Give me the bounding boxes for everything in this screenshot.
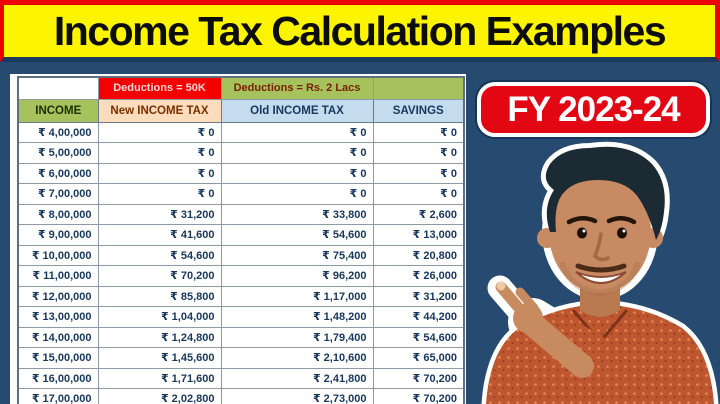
- page-title: Income Tax Calculation Examples: [53, 7, 667, 54]
- table-cell: ₹ 1,04,000: [97, 306, 222, 328]
- table-body: ₹ 4,00,000 ₹ 0 ₹ 0 ₹ 0 ₹ 5,00,000 ₹ 0 ₹ 0 ₹ 0 ₹ …: [17, 121, 465, 404]
- table-cell: ₹ 54,600: [97, 244, 222, 266]
- spreadsheet: Deductions = 50K Deductions = Rs. 2 Lacs…: [10, 74, 466, 404]
- table-cell: ₹ 54,600: [220, 224, 374, 246]
- table-cell: ₹ 0: [220, 121, 374, 143]
- table-cell: ₹ 0: [97, 162, 222, 184]
- table-cell: ₹ 70,200: [372, 367, 465, 389]
- tax-table: Deductions = 50K Deductions = Rs. 2 Lacs…: [17, 76, 465, 404]
- table-cell: ₹ 1,48,200: [220, 306, 374, 328]
- table-cell: ₹ 31,200: [97, 203, 222, 225]
- table-row: ₹ 17,00,000 ₹ 2,02,800 ₹ 2,73,000 ₹ 70,200: [17, 388, 465, 404]
- table-cell: ₹ 14,00,000: [17, 326, 99, 348]
- table-row: ₹ 10,00,000 ₹ 54,600 ₹ 75,400 ₹ 20,800: [17, 244, 465, 266]
- table-cell: ₹ 2,73,000: [220, 388, 374, 404]
- blank-cell: [17, 76, 99, 100]
- table-cell: ₹ 0: [97, 142, 222, 164]
- table-cell: ₹ 13,000: [372, 224, 465, 246]
- table-cell: ₹ 0: [97, 121, 222, 143]
- title-banner: Income Tax Calculation Examples: [0, 0, 720, 62]
- table-cell: ₹ 2,600: [372, 203, 465, 225]
- table-cell: ₹ 0: [220, 142, 374, 164]
- table-cell: ₹ 1,17,000: [220, 285, 374, 307]
- table-cell: ₹ 1,24,800: [97, 326, 222, 348]
- table-cell: ₹ 0: [220, 162, 374, 184]
- table-cell: ₹ 0: [372, 162, 465, 184]
- table-row: ₹ 6,00,000 ₹ 0 ₹ 0 ₹ 0: [17, 162, 465, 184]
- table-cell: ₹ 7,00,000: [17, 183, 99, 205]
- table-cell: ₹ 1,45,600: [97, 347, 222, 369]
- table-cell: ₹ 6,00,000: [17, 162, 99, 184]
- deductions-new-cell: Deductions = 50K: [97, 76, 222, 100]
- table-row: ₹ 9,00,000 ₹ 41,600 ₹ 54,600 ₹ 13,000: [17, 224, 465, 246]
- table-cell: ₹ 15,00,000: [17, 347, 99, 369]
- fy-badge: FY 2023-24: [477, 82, 710, 137]
- table-cell: ₹ 13,00,000: [17, 306, 99, 328]
- table-cell: ₹ 1,79,400: [220, 326, 374, 348]
- table-row: ₹ 15,00,000 ₹ 1,45,600 ₹ 2,10,600 ₹ 65,000: [17, 347, 465, 369]
- table-cell: ₹ 5,00,000: [17, 142, 99, 164]
- table-cell: ₹ 0: [220, 183, 374, 205]
- table-cell: ₹ 4,00,000: [17, 121, 99, 143]
- table-cell: ₹ 11,00,000: [17, 265, 99, 287]
- table-row: ₹ 13,00,000 ₹ 1,04,000 ₹ 1,48,200 ₹ 44,200: [17, 306, 465, 328]
- table-cell: ₹ 41,600: [97, 224, 222, 246]
- table-cell: ₹ 96,200: [220, 265, 374, 287]
- table-cell: ₹ 0: [372, 142, 465, 164]
- table-cell: ₹ 0: [97, 183, 222, 205]
- table-cell: ₹ 0: [372, 121, 465, 143]
- table-row: ₹ 11,00,000 ₹ 70,200 ₹ 96,200 ₹ 26,000: [17, 265, 465, 287]
- table-cell: ₹ 31,200: [372, 285, 465, 307]
- deductions-row: Deductions = 50K Deductions = Rs. 2 Lacs: [17, 76, 465, 100]
- table-cell: ₹ 75,400: [220, 244, 374, 266]
- table-cell: ₹ 2,41,800: [220, 367, 374, 389]
- table-cell: ₹ 70,200: [372, 388, 465, 404]
- table-cell: ₹ 26,000: [372, 265, 465, 287]
- blank-green-cell: [372, 76, 465, 100]
- table-cell: ₹ 17,00,000: [17, 388, 99, 404]
- table-cell: ₹ 20,800: [372, 244, 465, 266]
- table-row: ₹ 14,00,000 ₹ 1,24,800 ₹ 1,79,400 ₹ 54,600: [17, 326, 465, 348]
- table-row: ₹ 7,00,000 ₹ 0 ₹ 0 ₹ 0: [17, 183, 465, 205]
- table-cell: ₹ 9,00,000: [17, 224, 99, 246]
- table-cell: ₹ 85,800: [97, 285, 222, 307]
- table-cell: ₹ 2,02,800: [97, 388, 222, 404]
- presenter-photo: [470, 130, 720, 404]
- table-cell: ₹ 70,200: [97, 265, 222, 287]
- col-income: INCOME: [17, 98, 99, 123]
- table-cell: ₹ 33,800: [220, 203, 374, 225]
- table-cell: ₹ 10,00,000: [17, 244, 99, 266]
- table-cell: ₹ 44,200: [372, 306, 465, 328]
- table-row: ₹ 4,00,000 ₹ 0 ₹ 0 ₹ 0: [17, 121, 465, 143]
- table-cell: ₹ 65,000: [372, 347, 465, 369]
- deductions-old-cell: Deductions = Rs. 2 Lacs: [220, 76, 374, 100]
- table-row: ₹ 12,00,000 ₹ 85,800 ₹ 1,17,000 ₹ 31,200: [17, 285, 465, 307]
- table-row: ₹ 5,00,000 ₹ 0 ₹ 0 ₹ 0: [17, 142, 465, 164]
- table-cell: ₹ 0: [372, 183, 465, 205]
- col-savings: SAVINGS: [372, 98, 465, 123]
- col-old-tax: Old INCOME TAX: [220, 98, 374, 123]
- table-cell: ₹ 2,10,600: [220, 347, 374, 369]
- fy-badge-label: FY 2023-24: [507, 90, 680, 129]
- table-cell: ₹ 54,600: [372, 326, 465, 348]
- presenter-illustration: [481, 141, 719, 404]
- column-header-row: INCOME New INCOME TAX Old INCOME TAX SAV…: [17, 98, 465, 123]
- table-row: ₹ 8,00,000 ₹ 31,200 ₹ 33,800 ₹ 2,600: [17, 203, 465, 225]
- table-cell: ₹ 8,00,000: [17, 203, 99, 225]
- table-cell: ₹ 1,71,600: [97, 367, 222, 389]
- table-cell: ₹ 16,00,000: [17, 367, 99, 389]
- table-row: ₹ 16,00,000 ₹ 1,71,600 ₹ 2,41,800 ₹ 70,200: [17, 367, 465, 389]
- col-new-tax: New INCOME TAX: [97, 98, 222, 123]
- table-cell: ₹ 12,00,000: [17, 285, 99, 307]
